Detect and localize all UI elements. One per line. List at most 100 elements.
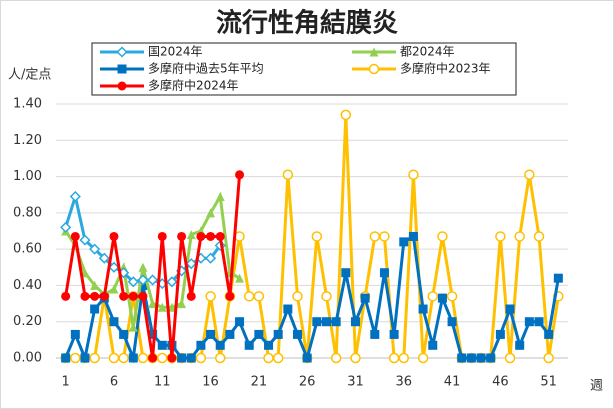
marker [457, 353, 467, 363]
legend-label: 都2024年 [400, 45, 455, 59]
x-tick-label: 16 [202, 375, 219, 390]
marker [137, 352, 149, 364]
marker [119, 291, 129, 301]
marker [205, 252, 217, 264]
marker [263, 352, 274, 364]
marker [177, 231, 187, 241]
marker [427, 291, 439, 302]
marker [418, 304, 428, 314]
marker [215, 340, 225, 350]
y-tick-label: 0.40 [13, 278, 42, 293]
marker [128, 353, 138, 363]
marker [109, 231, 119, 241]
y-tick-label: 0.20 [13, 314, 42, 329]
marker [398, 352, 410, 364]
marker [399, 237, 409, 247]
marker [370, 329, 380, 339]
marker [109, 317, 119, 327]
x-tick-label: 6 [110, 375, 118, 390]
marker [148, 353, 158, 363]
marker [157, 302, 167, 312]
x-tick-label: 1 [62, 375, 70, 390]
marker [148, 329, 158, 339]
marker [195, 352, 207, 364]
marker [446, 291, 458, 302]
series-line [64, 234, 560, 364]
marker [543, 352, 554, 364]
marker [157, 231, 167, 241]
marker [437, 293, 447, 303]
x-tick-label: 11 [154, 375, 171, 390]
y-tick-label: 0.60 [13, 242, 42, 257]
marker [70, 329, 80, 339]
marker [166, 276, 178, 288]
marker [119, 329, 129, 339]
marker [109, 284, 119, 294]
marker [341, 268, 351, 278]
y-tick-label: 1.20 [13, 133, 42, 148]
marker [118, 352, 129, 364]
marker [108, 352, 120, 364]
marker [90, 280, 100, 290]
marker [476, 353, 486, 363]
legend-box [91, 42, 517, 96]
marker [196, 340, 206, 350]
marker [534, 317, 544, 327]
marker [167, 353, 177, 363]
marker [196, 231, 206, 241]
marker [108, 261, 120, 273]
marker [408, 169, 419, 181]
x-tick-label: 31 [347, 375, 364, 390]
legend-label: 多摩府中2023年 [400, 61, 491, 76]
marker [137, 274, 149, 286]
marker [205, 291, 216, 302]
marker [243, 291, 255, 302]
x-tick-label: 46 [492, 375, 509, 390]
x-tick-label: 21 [251, 375, 268, 390]
marker [235, 273, 245, 283]
marker [147, 274, 159, 286]
chart-title: 流行性角結膜炎 [216, 8, 398, 39]
marker [225, 291, 235, 301]
marker [99, 291, 109, 301]
x-tick-label: 51 [540, 375, 557, 390]
marker [321, 291, 332, 302]
marker [186, 353, 196, 363]
marker [70, 352, 81, 364]
marker [408, 231, 418, 241]
legend-label: 多摩府中過去5年平均 [148, 61, 264, 76]
marker [186, 230, 196, 240]
marker [80, 353, 90, 363]
marker [369, 231, 381, 242]
marker [330, 352, 342, 364]
marker [524, 169, 535, 181]
marker [428, 340, 438, 350]
marker [214, 352, 226, 364]
marker [235, 170, 245, 180]
marker [495, 329, 505, 339]
marker [148, 299, 158, 309]
marker [321, 317, 331, 327]
marker [533, 231, 545, 242]
marker [389, 329, 399, 339]
marker [272, 352, 284, 364]
marker [504, 352, 516, 364]
marker [505, 304, 515, 314]
marker [515, 340, 525, 350]
marker [138, 291, 148, 301]
marker [340, 109, 352, 121]
marker [90, 291, 100, 301]
marker [254, 329, 264, 339]
marker [379, 231, 390, 242]
marker [437, 231, 448, 242]
marker [388, 352, 400, 364]
marker [127, 276, 139, 288]
marker [350, 352, 361, 364]
marker [244, 340, 254, 350]
marker [360, 293, 370, 303]
marker [282, 169, 294, 181]
marker [186, 291, 196, 301]
marker [128, 322, 138, 332]
y-tick-label: 0.00 [13, 351, 42, 366]
